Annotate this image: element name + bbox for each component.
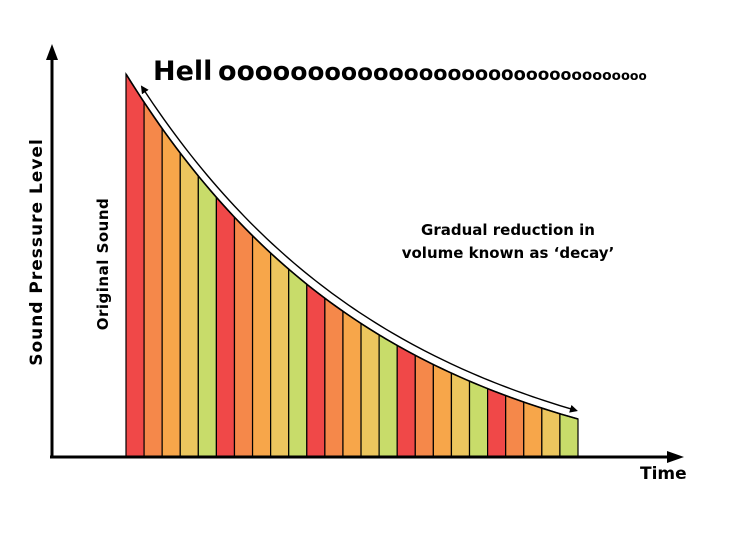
hello-title-tail-letter: o: [273, 57, 291, 87]
decay-bar: [125, 71, 145, 458]
decay-bar: [378, 333, 398, 458]
decay-bar: [197, 174, 217, 458]
hello-title-tail-letter: o: [514, 64, 526, 85]
hello-title-tail-letter: o: [461, 62, 475, 85]
decay-bar: [179, 151, 199, 458]
decay-bar: [342, 310, 362, 458]
hello-title-tail-letter: o: [592, 68, 602, 84]
hello-title-tail-letter: o: [638, 69, 646, 83]
decay-bar: [559, 412, 579, 458]
hello-title-tail-letter: o: [602, 68, 612, 84]
hello-title-tail-letter: o: [255, 57, 273, 87]
decay-bar: [215, 195, 236, 458]
hello-title-tail-letter: o: [571, 66, 582, 84]
hello-title-tail-letter: o: [419, 60, 434, 85]
decay-bars: [125, 71, 579, 458]
hello-title-tail-letter: o: [447, 61, 461, 85]
hello-title-tail-letter: o: [475, 62, 488, 85]
decay-bar: [161, 126, 181, 458]
hello-title-tail-letter: o: [582, 66, 592, 84]
hello-title-tail-letter: o: [218, 56, 237, 87]
hello-title-tail-letter: o: [538, 64, 550, 84]
hello-title-tail-letter: o: [307, 57, 324, 86]
decay-bar: [306, 282, 326, 458]
hello-title-prefix: Hell: [153, 56, 212, 87]
hello-title-tail-letter: o: [621, 69, 630, 84]
y-axis-label: Sound Pressure Level: [27, 138, 47, 366]
decay-bar: [360, 322, 380, 458]
decay-bar: [523, 401, 543, 458]
decay-bar: [505, 394, 525, 458]
hello-title-tail-letter: o: [290, 57, 307, 86]
decay-bar: [288, 267, 308, 458]
hello-title-tail-letter: o: [404, 61, 419, 86]
decay-bar: [414, 354, 434, 458]
hello-title-tail-letter: o: [389, 60, 404, 86]
decay-bar: [143, 100, 163, 458]
decay-bar: [468, 380, 489, 458]
decay-bar: [270, 251, 290, 458]
decay-bar: [432, 363, 453, 458]
hello-title: Hell oooooooooooooooooooooooooooooooo: [153, 56, 647, 87]
decay-bar: [324, 297, 344, 458]
hello-title-tail-letter: o: [501, 64, 514, 85]
decay-arrow: [140, 85, 578, 413]
original-sound-label: Original Sound: [94, 198, 112, 331]
hello-title-tail-letter: o: [341, 58, 357, 86]
hello-title-tail-letter: o: [373, 60, 389, 86]
decay-bar: [396, 344, 416, 458]
hello-title-tail-letter: o: [630, 68, 639, 83]
decay-bar: [251, 234, 272, 458]
decay-bar: [541, 407, 561, 458]
decay-bar: [450, 372, 471, 458]
hello-title-tail-letter: o: [357, 60, 373, 86]
hello-title-tail-letter: o: [526, 65, 538, 85]
decay-bar: [233, 215, 254, 458]
hello-title-tail-letter: o: [560, 65, 571, 84]
y-axis-arrowhead: [46, 44, 58, 60]
decay-label-line1: Gradual reduction in: [421, 221, 595, 239]
hello-title-tail-letter: o: [433, 61, 447, 85]
hello-title-tail-letter: o: [324, 58, 341, 86]
hello-title-tail-letter: o: [549, 65, 560, 84]
decay-label-line2: volume known as ‘decay’: [402, 244, 615, 262]
x-axis-label: Time: [640, 464, 687, 484]
x-axis-arrowhead: [667, 451, 684, 463]
hello-title-tail-letter: o: [488, 64, 501, 85]
decay-bar: [487, 387, 507, 458]
hello-title-tail-letter: o: [612, 68, 621, 84]
hello-title-tail-letter: o: [237, 56, 255, 87]
